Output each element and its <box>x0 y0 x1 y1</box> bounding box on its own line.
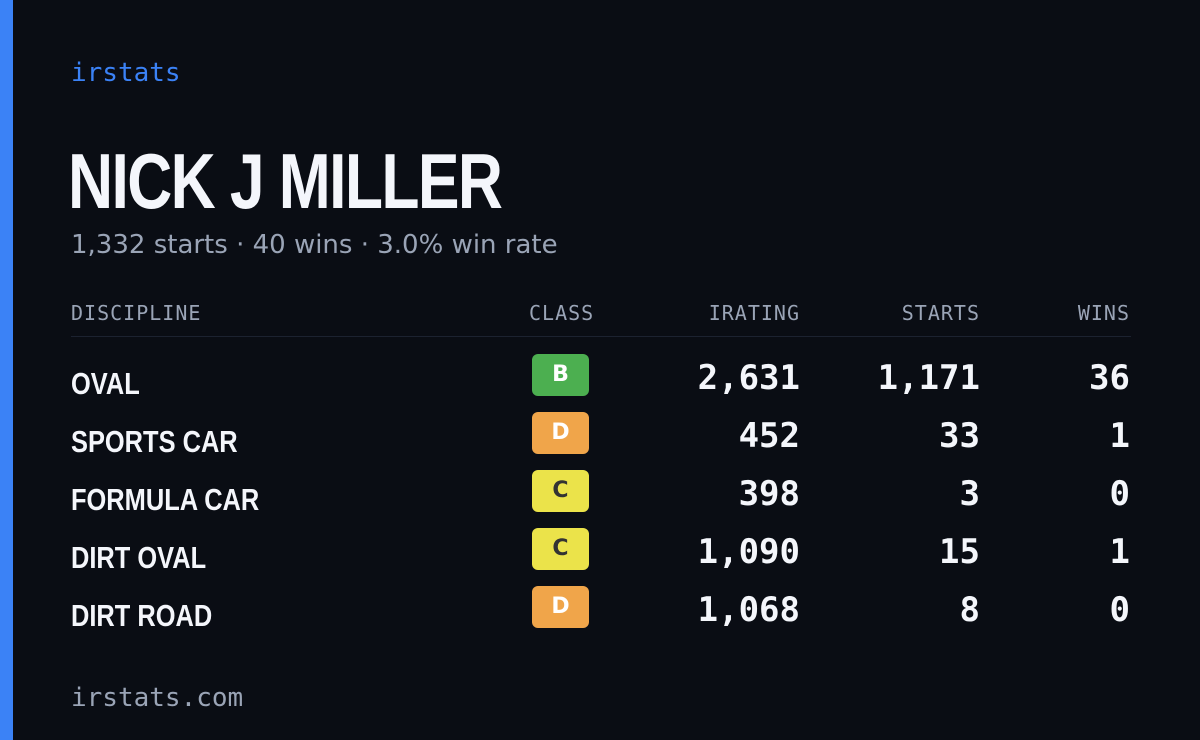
discipline-label: OVAL <box>71 366 140 401</box>
header-starts: STARTS <box>901 301 980 325</box>
wins-value: 0 <box>1109 590 1130 630</box>
table-row: DIRT ROAD D 1,068 8 0 <box>71 584 1131 642</box>
starts-value: 15 <box>939 532 980 572</box>
driver-name: NICK J MILLER <box>68 137 503 225</box>
class-badge: D <box>532 412 589 454</box>
header-wins: WINS <box>1077 301 1130 325</box>
table-row: DIRT OVAL C 1,090 15 1 <box>71 526 1131 584</box>
wins-value: 0 <box>1109 474 1130 514</box>
starts-value: 33 <box>939 416 980 456</box>
table-row: FORMULA CAR C 398 3 0 <box>71 468 1131 526</box>
table-row: SPORTS CAR D 452 33 1 <box>71 410 1131 468</box>
header-class: CLASS <box>529 301 595 325</box>
wins-value: 36 <box>1089 358 1130 398</box>
starts-value: 3 <box>959 474 980 514</box>
starts-value: 8 <box>959 590 980 630</box>
table-header: DISCIPLINE CLASS IRATING STARTS WINS <box>71 298 1131 337</box>
footer-url: irstats.com <box>71 683 244 713</box>
discipline-label: FORMULA CAR <box>71 482 260 517</box>
table-row: OVAL B 2,631 1,171 36 <box>71 352 1131 410</box>
class-badge: C <box>532 528 589 570</box>
header-discipline: DISCIPLINE <box>71 301 202 325</box>
irating-value: 398 <box>738 474 800 514</box>
discipline-label: SPORTS CAR <box>71 424 238 459</box>
brand-name: irstats <box>71 58 181 88</box>
discipline-label: DIRT OVAL <box>71 540 207 575</box>
accent-bar <box>0 0 13 740</box>
discipline-label: DIRT ROAD <box>71 598 213 633</box>
irating-value: 2,631 <box>697 358 800 398</box>
starts-value: 1,171 <box>877 358 980 398</box>
header-irating: IRATING <box>708 301 800 325</box>
irating-value: 1,068 <box>697 590 800 630</box>
class-badge: C <box>532 470 589 512</box>
class-badge: B <box>532 354 589 396</box>
driver-summary: 1,332 starts · 40 wins · 3.0% win rate <box>71 230 558 260</box>
irating-value: 1,090 <box>697 532 800 572</box>
class-badge: D <box>532 586 589 628</box>
table-body: OVAL B 2,631 1,171 36 SPORTS CAR D 452 3… <box>71 352 1131 642</box>
wins-value: 1 <box>1109 416 1130 456</box>
irating-value: 452 <box>738 416 800 456</box>
wins-value: 1 <box>1109 532 1130 572</box>
